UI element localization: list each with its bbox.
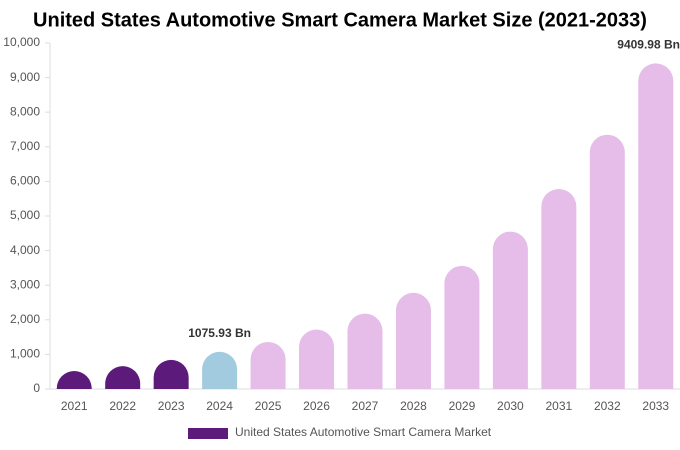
x-tick-label: 2021 — [61, 399, 88, 413]
y-tick-label: 6,000 — [10, 174, 40, 188]
bar — [541, 189, 577, 389]
chart-title: United States Automotive Smart Camera Ma… — [33, 9, 647, 31]
y-tick-label: 7,000 — [10, 139, 40, 153]
x-tick-label: 2022 — [109, 399, 136, 413]
x-tick-label: 2031 — [545, 399, 572, 413]
bar — [56, 371, 92, 389]
x-tick-label: 2033 — [642, 399, 669, 413]
x-tick-label: 2029 — [449, 399, 476, 413]
bar — [299, 329, 335, 389]
y-tick-label: 5,000 — [10, 208, 40, 222]
bar — [250, 341, 286, 389]
x-tick-label: 2023 — [158, 399, 185, 413]
y-tick-label: 1,000 — [10, 347, 40, 361]
bar — [347, 313, 383, 389]
x-tick-label: 2028 — [400, 399, 427, 413]
y-tick-label: 8,000 — [10, 104, 40, 118]
bar — [153, 359, 189, 389]
y-tick-label: 0 — [33, 381, 40, 395]
x-tick-label: 2024 — [206, 399, 233, 413]
y-tick-label: 2,000 — [10, 312, 40, 326]
y-tick-label: 3,000 — [10, 277, 40, 291]
data-label: 1075.93 Bn — [188, 326, 251, 340]
x-tick-label: 2027 — [352, 399, 379, 413]
x-tick-label: 2032 — [594, 399, 621, 413]
x-tick-label: 2026 — [303, 399, 330, 413]
legend-label: United States Automotive Smart Camera Ma… — [235, 425, 492, 439]
y-tick-label: 4,000 — [10, 243, 40, 257]
bar — [589, 134, 625, 389]
bar — [638, 63, 674, 389]
x-tick-label: 2030 — [497, 399, 524, 413]
data-label: 9409.98 Bn — [617, 38, 680, 52]
bar — [105, 366, 141, 389]
bar — [444, 265, 480, 389]
bar — [492, 231, 528, 389]
bar — [395, 292, 431, 389]
y-tick-label: 10,000 — [3, 35, 40, 49]
bar — [202, 351, 238, 389]
y-tick-label: 9,000 — [10, 70, 40, 84]
legend-swatch — [188, 428, 228, 439]
x-tick-label: 2025 — [255, 399, 282, 413]
